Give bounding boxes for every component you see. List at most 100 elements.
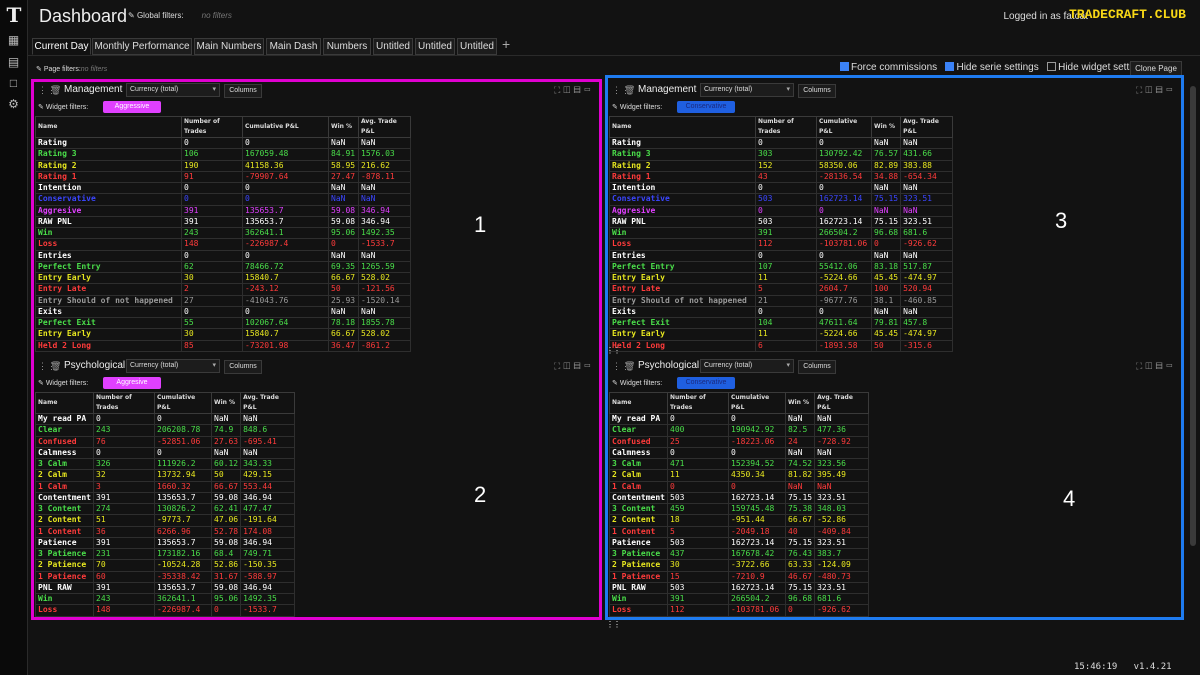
table-cell: 2 Patience [35,559,94,572]
currency-select[interactable]: Currency (total) ▾ [700,359,794,373]
column-header[interactable]: Number of Trades [755,116,817,138]
widget-filters[interactable]: ✎ Widget filters: [38,380,89,387]
table-cell: 167059.48 [242,148,329,161]
column-header[interactable]: Number of Trades [181,116,243,138]
table-cell: -728.92 [814,435,870,448]
column-header[interactable]: Name [609,116,756,138]
filter-badge[interactable]: Conservative [677,377,735,389]
table-cell: 3 Content [35,502,94,516]
drag-handle-icon[interactable]: ⋮⋮ [38,85,56,95]
add-tab-button[interactable]: + [502,36,511,52]
page-filters[interactable]: ✎ Page filters:no filters [36,66,108,73]
columns-button[interactable]: Columns [798,84,836,98]
table-cell: 15840.7 [242,271,329,285]
widget-tools[interactable]: ⛶◫▤▭ [1136,361,1176,371]
column-header[interactable]: Avg. Trade P&L [814,392,870,414]
column-header[interactable]: Number of Trades [667,392,729,414]
table-cell: NaN [814,412,870,426]
table-cell: 24 [784,435,816,448]
table-cell: -18223.06 [728,435,786,448]
resize-handle-icon[interactable]: ⋮⋮ [606,346,621,355]
column-header[interactable]: Avg. Trade P&L [240,392,296,414]
column-header[interactable]: Win % [784,392,816,414]
widget-tools[interactable]: ⛶◫▤▭ [554,361,594,371]
table-cell: RAW PNL [609,215,756,229]
drag-handle-icon[interactable]: ⋮⋮ [612,361,630,371]
table-row: Perfect Entry 107 55412.06 83.18 517.87 [609,260,954,274]
table-row: Entries 0 0 NaN NaN [35,249,411,262]
column-header[interactable]: Number of Trades [93,392,155,414]
scrollbar[interactable] [1190,86,1196,546]
column-header[interactable]: Name [609,392,668,414]
tab-numbers[interactable]: Numbers [323,38,371,55]
table-cell: 60.12 [210,457,242,471]
table-cell: 60 [93,570,155,583]
table-row: Intention 0 0 NaN NaN [609,181,954,195]
table-cell: 362641.1 [242,226,329,240]
table-cell: 32 [93,469,155,482]
columns-button[interactable]: Columns [224,360,262,374]
table-cell: -79907.64 [242,170,329,184]
table-row: RAW PNL 503 162723.14 75.15 323.51 [609,215,954,229]
drag-handle-icon[interactable]: ⋮⋮ [38,361,56,371]
resize-handle-icon[interactable]: ⋮⋮ [606,620,621,629]
tab-current-day[interactable]: Current Day [32,38,91,55]
columns-button[interactable]: Columns [798,360,836,374]
trash-icon[interactable]: 🗑 [50,85,62,95]
column-header[interactable]: Win % [328,116,359,138]
filter-badge[interactable]: Aggresive [103,377,161,389]
widget-filters[interactable]: ✎ Widget filters: [612,380,663,387]
tab-main-numbers[interactable]: Main Numbers [194,38,264,55]
filter-badge[interactable]: Conservative [677,101,735,113]
column-header[interactable]: Cumulative P&L [728,392,786,414]
column-header[interactable]: Name [35,392,94,414]
tab-main-dash[interactable]: Main Dash [266,38,321,55]
hide-serie-settings-checkbox[interactable] [945,62,955,71]
widget-filters[interactable]: ✎ Widget filters: [612,104,663,111]
widget-filters[interactable]: ✎ Widget filters: [38,104,89,111]
clone-page-button[interactable]: Clone Page [1130,61,1182,76]
table-row: 3 Content 459 159745.48 75.38 348.03 [609,502,870,516]
tab-untitled-2[interactable]: Untitled [415,38,455,55]
table-row: 1 Content 36 6266.96 52.78 174.08 [35,525,296,538]
currency-select[interactable]: Currency (total) ▾ [700,83,794,97]
data-table: Name Number of Trades Cumulative P&L Win % A… [35,116,411,352]
global-filters-label: Global filters: [136,11,184,20]
columns-button[interactable]: Columns [224,84,262,98]
currency-select[interactable]: Currency (total) ▾ [126,83,220,97]
column-header[interactable]: Name [35,116,182,138]
trash-icon[interactable]: 🗑 [624,85,636,95]
column-header[interactable]: Win % [870,116,902,138]
column-header[interactable]: Cumulative P&L [242,116,329,138]
trash-icon[interactable]: 🗑 [624,361,636,371]
trash-icon[interactable]: 🗑 [50,361,62,371]
table-cell: Win [609,592,668,606]
column-header[interactable]: Cumulative P&L [154,392,212,414]
tab-untitled-3[interactable]: Untitled [457,38,497,55]
hide-widget-settings-checkbox[interactable] [1047,62,1057,71]
force-commissions-checkbox[interactable] [840,62,849,71]
tab-untitled-1[interactable]: Untitled [373,38,413,55]
brand-logo[interactable]: TRADECRAFT.CLUB [1068,7,1186,22]
column-header[interactable]: Win % [210,392,242,414]
filter-badge[interactable]: Aggressive [103,101,161,113]
column-header[interactable]: Avg. Trade P&L [900,116,954,138]
tab-monthly-performance[interactable]: Monthly Performance [92,38,192,55]
drag-handle-icon[interactable]: ⋮⋮ [612,85,630,95]
document-icon[interactable]: □ [9,76,18,90]
widget-tools[interactable]: ⛶◫▤▭ [554,85,594,95]
currency-select[interactable]: Currency (total) ▾ [126,359,220,373]
gear-icon[interactable]: ⚙ [8,97,19,111]
dashboard-icon[interactable]: ▦ [7,33,20,47]
column-header[interactable]: Avg. Trade P&L [358,116,411,138]
table-cell: NaN [358,249,411,262]
journal-icon[interactable]: ▤ [7,55,20,69]
chevron-down-icon: ▾ [786,362,790,369]
table-cell: 173182.16 [154,547,212,561]
column-header[interactable]: Cumulative P&L [816,116,872,138]
table-cell: 0 [728,446,786,460]
table-cell: 346.94 [240,581,296,595]
global-filters[interactable]: ✎ Global filters: no filters [128,11,232,20]
widget-tools[interactable]: ⛶◫▤▭ [1136,85,1176,95]
table-cell: -1520.14 [358,294,411,307]
